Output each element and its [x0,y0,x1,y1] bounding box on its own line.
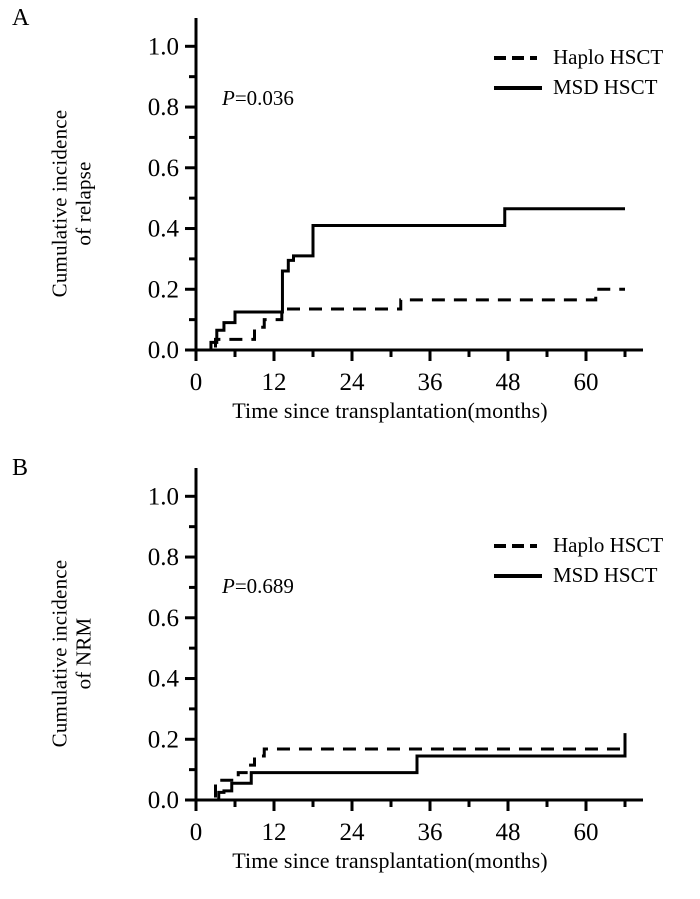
y-tick-label: 0.6 [148,605,179,632]
y-tick-label: 0.0 [148,787,179,814]
panel-b-pvalue-value: =0.689 [234,574,294,598]
panel-a-pvalue-symbol: P [222,86,235,110]
panel-b-letter: B [12,455,29,481]
y-tick-label: 0.6 [148,155,179,182]
panel-b-legend-label-haplo: Haplo HSCT [553,532,664,557]
x-tick-label: 48 [496,369,521,396]
x-tick-label: 12 [262,369,287,396]
panel-a-legend-label-msd: MSD HSCT [553,74,658,99]
panel-a-legend: Haplo HSCT MSD HSCT [492,42,663,102]
panel-b-pvalue: P=0.689 [222,574,294,599]
panel-b-plot: 0.0 0.2 0.4 0.6 0.8 1.0 0 12 24 36 48 60 [148,468,643,846]
panel-a: A 0.0 0.2 0.4 0.6 0.8 1.0 0 12 24 36 48 60 Cumulati… [0,0,700,449]
panel-a-y-axis-label-line1: Cumulative incidence [47,109,72,298]
y-tick-label: 0.0 [148,337,179,364]
panel-b-legend-item-msd: MSD HSCT [492,560,663,590]
panel-a-pvalue-value: =0.036 [234,86,294,110]
panel-b-legend: Haplo HSCT MSD HSCT [492,530,663,590]
x-tick-label: 60 [574,369,599,396]
y-tick-label: 0.4 [148,666,180,693]
x-tick-label: 36 [418,369,443,396]
panel-a-x-axis-label: Time since transplantation(months) [232,398,548,423]
x-tick-label: 0 [190,369,203,396]
y-tick-label: 0.8 [148,94,179,121]
panel-b-x-axis-label: Time since transplantation(months) [232,848,548,873]
panel-b: B 0.0 0.2 0.4 0.6 0.8 1.0 0 12 24 36 48 60 Cumulati… [0,450,700,899]
panel-b-pvalue-symbol: P [222,574,235,598]
solid-line-icon [492,79,544,95]
y-tick-label: 0.2 [148,276,179,303]
x-tick-label: 0 [190,819,203,846]
dashed-line-icon [492,49,544,65]
panel-a-letter: A [12,5,30,31]
panel-a-legend-item-haplo: Haplo HSCT [492,42,663,72]
curve-haplo-hsct [196,747,625,802]
x-tick-label: 36 [418,819,443,846]
x-tick-label: 12 [262,819,287,846]
curve-msd-hsct [196,207,625,352]
y-tick-label: 0.2 [148,726,179,753]
dashed-line-icon [492,537,544,553]
y-tick-label: 0.4 [148,216,180,243]
y-tick-label: 0.8 [148,544,179,571]
curve-msd-hsct [196,733,627,802]
panel-a-y-axis-label: Cumulative incidence of relapse [47,69,95,339]
panel-b-y-axis-label: Cumulative incidence of NRM [47,519,95,789]
panel-a-legend-item-msd: MSD HSCT [492,72,663,102]
panel-b-y-axis-label-line2: of NRM [71,617,95,690]
panel-b-legend-label-msd: MSD HSCT [553,562,658,587]
solid-line-icon [492,567,544,583]
y-tick-label: 1.0 [148,483,179,510]
x-tick-label: 24 [340,369,366,396]
curve-haplo-hsct [196,287,625,352]
panel-b-legend-item-haplo: Haplo HSCT [492,530,663,560]
panel-a-legend-label-haplo: Haplo HSCT [553,44,664,69]
x-tick-label: 24 [340,819,366,846]
panel-a-pvalue: P=0.036 [222,86,294,111]
panel-b-y-axis-label-line1: Cumulative incidence [47,559,72,748]
x-tick-label: 48 [496,819,521,846]
panel-a-plot: 0.0 0.2 0.4 0.6 0.8 1.0 0 12 24 36 48 60 [148,18,643,396]
x-tick-label: 60 [574,819,599,846]
panel-a-y-axis-label-line2: of relapse [71,161,95,246]
y-tick-label: 1.0 [148,33,179,60]
